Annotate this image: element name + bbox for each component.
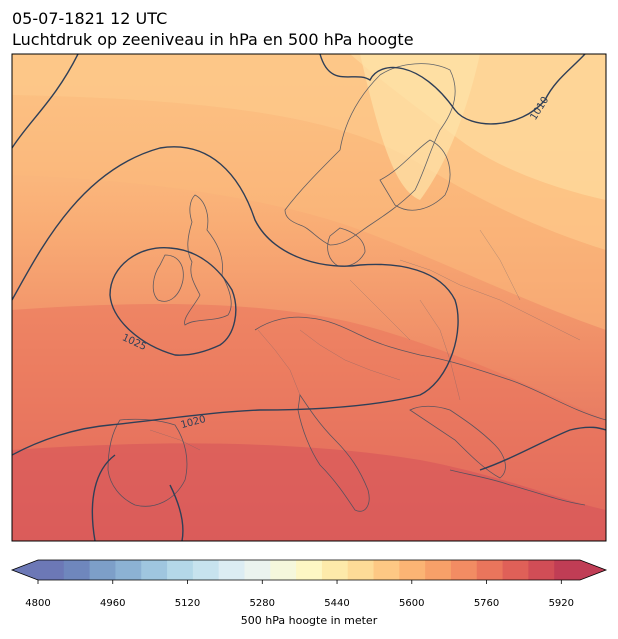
isobar-line	[109, 247, 237, 356]
colorbar-segment	[296, 560, 323, 580]
isobar-line	[12, 54, 79, 149]
colorbar-extend-min	[12, 560, 38, 580]
colorbar-segment	[554, 560, 581, 580]
height-band	[360, 54, 480, 200]
coastlines	[107, 63, 606, 512]
colorbar-tick-label: 5920	[548, 598, 575, 609]
map-title: Luchtdruk op zeeniveau in hPa en 500 hPa…	[12, 30, 414, 49]
colorbar-outline	[10, 559, 608, 581]
colorbar-tick-label: 4960	[100, 598, 126, 609]
colorbar-segment	[38, 560, 65, 580]
colorbar-segment	[141, 560, 168, 580]
colorbar-tick-label: 5760	[473, 598, 500, 609]
colorbar-segment	[321, 560, 349, 580]
colorbar-tick-label: 5280	[249, 598, 275, 609]
isobar-line	[319, 54, 586, 125]
colorbar-segment	[450, 560, 478, 580]
height-band	[12, 443, 606, 541]
colorbar-segment	[528, 560, 555, 580]
colorbar-extend-max	[580, 560, 606, 580]
isobar-line	[479, 426, 606, 471]
map-frame	[11, 53, 607, 542]
colorbar-tick-label: 4800	[25, 598, 51, 609]
isobar-line	[91, 454, 116, 541]
country-borders	[149, 229, 581, 451]
colorbar-segment	[476, 560, 504, 580]
isobar-line	[12, 146, 459, 456]
colorbar-tick-label: 5600	[399, 598, 425, 609]
colorbar-segment	[115, 560, 142, 580]
isobars	[12, 54, 606, 541]
colorbar-segment	[399, 560, 426, 580]
colorbar-tick-label: 5120	[174, 598, 201, 609]
height-band	[250, 54, 606, 200]
colorbar-segment	[192, 560, 220, 580]
colorbar-segment	[218, 560, 245, 580]
colorbar-segment	[270, 560, 297, 580]
weather-map: 1010 1025 1020	[11, 53, 607, 542]
colorbar-segment	[89, 560, 116, 580]
colorbar-segment	[502, 560, 529, 580]
colorbar-segment	[425, 560, 452, 580]
isobar-line	[169, 484, 184, 541]
colorbar-segment	[347, 560, 375, 580]
colorbar-segment	[167, 560, 194, 580]
colorbar-segment	[373, 560, 400, 580]
colorbar-label: 500 hPa hoogte in meter	[240, 614, 378, 627]
colorbar-segment	[244, 560, 271, 580]
map-datetime: 05-07-1821 12 UTC	[12, 9, 168, 28]
colorbar-segment	[63, 560, 91, 580]
colorbar-tick-label: 5440	[324, 598, 350, 609]
